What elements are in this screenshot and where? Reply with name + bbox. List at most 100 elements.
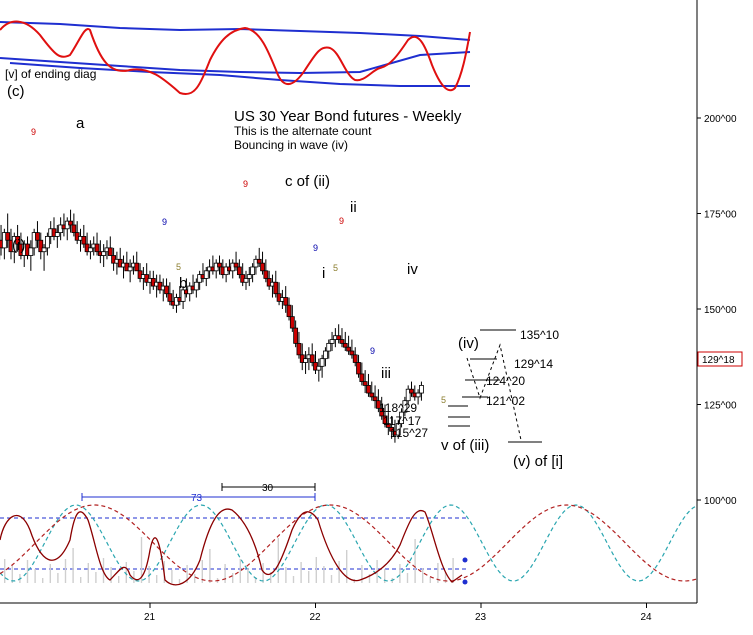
candle: [5, 213, 11, 248]
x-tick-label: 23: [475, 612, 487, 623]
candle: [41, 244, 47, 271]
wave-label-c-of-ii: c of (ii): [285, 173, 330, 190]
candle: [250, 263, 256, 283]
cyan-cycle-wave: [0, 504, 697, 582]
volume-bar: [49, 564, 51, 583]
candle-body: [342, 342, 348, 348]
stochastic-line: [0, 508, 463, 586]
candle: [419, 381, 424, 401]
red-cycle-wave: [0, 504, 697, 582]
candle-body: [273, 281, 279, 295]
volume-bar: [118, 576, 120, 583]
volume-bar: [4, 559, 6, 583]
y-tick-label: 175^00: [704, 210, 737, 221]
volume-bar: [429, 577, 431, 583]
volume-bar: [26, 560, 29, 583]
count-label: 9: [339, 216, 344, 226]
candle-body: [180, 289, 186, 302]
volume-bar: [262, 563, 264, 583]
candle-body: [243, 278, 249, 283]
candle: [233, 251, 239, 271]
volume-bar: [194, 574, 196, 583]
cycle-markers: 73 30: [81, 483, 316, 504]
candle: [323, 347, 328, 367]
candle: [316, 358, 322, 382]
candle: [213, 259, 219, 279]
oscillator-line: [0, 20, 471, 96]
price-label-118: 118^29: [379, 401, 417, 415]
candle-body: [217, 262, 222, 268]
candle-body: [246, 274, 252, 279]
candle: [309, 343, 315, 367]
candle: [44, 232, 50, 256]
candle: [409, 381, 414, 397]
volume-bar: [399, 564, 401, 583]
candle-body: [54, 232, 60, 237]
candle-body: [326, 342, 332, 352]
candle: [94, 232, 100, 256]
volume-bar: [414, 539, 416, 583]
candle-body: [366, 384, 371, 394]
candle: [375, 389, 381, 413]
candle: [329, 331, 335, 352]
candle-body: [127, 266, 133, 272]
candle-body: [352, 354, 358, 363]
candle-body: [164, 285, 169, 295]
candle-body: [409, 388, 414, 394]
candle-body: [38, 239, 44, 253]
cycle-73-label: 73: [191, 493, 203, 504]
volume-bar: [34, 569, 36, 583]
chart-subtitle-2: Bouncing in wave (iv): [234, 138, 348, 152]
x-axis: 21 22 23 24: [144, 603, 652, 623]
candle-body: [395, 423, 401, 436]
volume-bar: [285, 567, 287, 583]
candle: [164, 278, 169, 298]
candle: [203, 266, 209, 287]
wave-label-i-paren: (i): [12, 237, 25, 254]
candle-body: [372, 396, 378, 402]
candle: [336, 324, 342, 344]
candle-body: [389, 427, 395, 432]
wave-label-c: (c): [7, 83, 25, 100]
candle: [296, 331, 302, 359]
volume-bar: [422, 568, 424, 583]
candle: [101, 244, 107, 267]
price-label-124: 124^20: [486, 374, 525, 388]
y-tick-label: 200^00: [704, 114, 737, 125]
candle-body: [71, 224, 77, 234]
volume-bar: [384, 569, 386, 583]
candle: [283, 286, 289, 313]
cycle-dot-lower: [462, 579, 468, 585]
volume-bar: [110, 567, 112, 583]
count-label: 9: [162, 217, 167, 227]
candle: [127, 259, 133, 283]
candle-body: [385, 423, 391, 428]
candle: [217, 255, 222, 275]
candle: [260, 251, 265, 275]
volume-bar: [308, 571, 310, 583]
candle: [402, 396, 408, 416]
volume-bar: [323, 566, 325, 583]
volume-bar: [201, 560, 203, 583]
candle: [342, 331, 348, 352]
candle: [382, 404, 388, 428]
candle-body: [359, 373, 365, 382]
volume-bar: [361, 565, 363, 583]
volume-bar: [80, 577, 82, 583]
price-label-135: 135^10: [520, 328, 559, 342]
candle-body: [346, 346, 352, 352]
candle: [326, 339, 332, 359]
candle-body: [339, 339, 345, 344]
wave-label-v-of-i: (v) of [i]: [513, 453, 563, 470]
candle-body: [405, 388, 411, 402]
wave-label-iv: iv: [407, 261, 418, 278]
candle: [415, 389, 421, 405]
candle: [263, 259, 269, 283]
candle: [359, 362, 365, 386]
volume-bar: [148, 566, 150, 583]
volume-bars: [4, 537, 454, 583]
candle: [366, 373, 371, 397]
y-tick-label: 100^00: [704, 496, 737, 507]
wave-label-ii: ii: [350, 199, 357, 216]
count-label: 5: [176, 262, 181, 272]
